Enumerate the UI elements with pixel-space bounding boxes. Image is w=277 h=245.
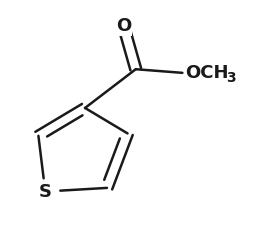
- Text: O: O: [116, 17, 131, 35]
- Text: OCH: OCH: [185, 64, 229, 82]
- Text: S: S: [39, 183, 52, 201]
- Text: 3: 3: [226, 71, 236, 85]
